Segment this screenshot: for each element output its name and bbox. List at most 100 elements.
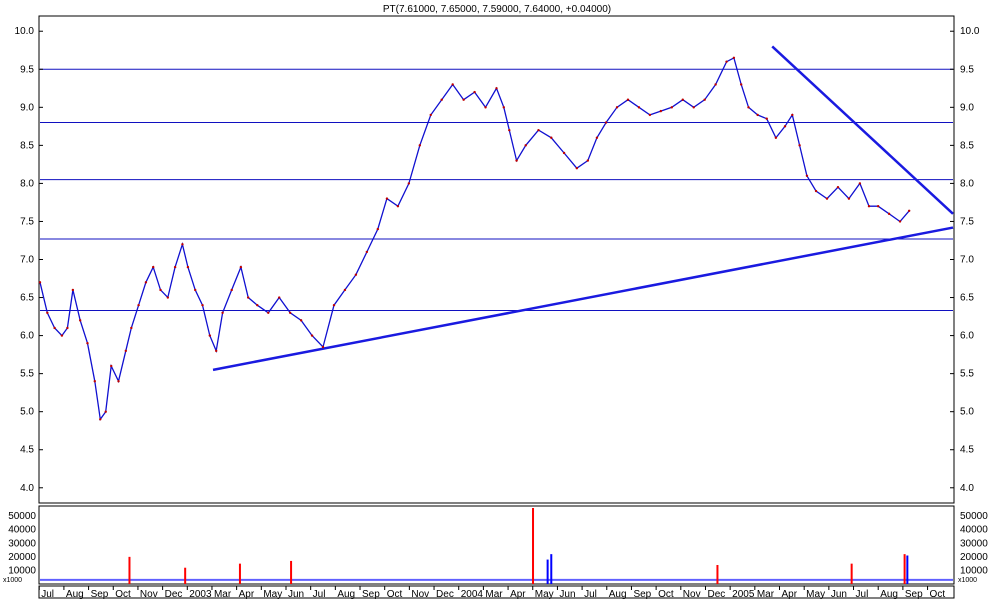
price-point xyxy=(473,90,476,94)
price-point xyxy=(246,296,250,299)
volume-bar xyxy=(850,563,853,584)
price-point xyxy=(144,281,148,284)
price-point xyxy=(739,83,743,86)
volume-axis-right: 10000 20000 30000 40000 50000 xyxy=(960,511,988,576)
price-tick-label-left: 9.0 xyxy=(20,102,34,113)
price-tick-label-left: 5.0 xyxy=(20,407,34,418)
month-label: Apr xyxy=(510,589,526,599)
price-point xyxy=(747,106,750,109)
price-point xyxy=(703,98,706,101)
price-point xyxy=(876,205,880,208)
month-label: Nov xyxy=(411,589,429,599)
volume-tick-label-left: 40000 xyxy=(8,525,36,536)
price-point xyxy=(847,197,851,200)
price-point xyxy=(166,296,170,299)
month-label: Jun xyxy=(559,589,575,599)
volume-multiplier-left: x1000 xyxy=(3,577,22,584)
price-point xyxy=(615,106,619,109)
price-point xyxy=(681,98,684,101)
price-point xyxy=(385,197,389,200)
price-point xyxy=(278,296,281,299)
volume-tick-label-left: 10000 xyxy=(8,565,36,576)
price-point xyxy=(173,265,177,269)
price-tick-label-right: 6.5 xyxy=(960,293,974,304)
price-point xyxy=(814,189,818,193)
price-point xyxy=(396,205,400,208)
chart-title: PT(7.61000, 7.65000, 7.59000, 7.64000, +… xyxy=(383,4,611,15)
price-point xyxy=(321,345,325,349)
resistance-trendline xyxy=(771,45,954,215)
month-label: Mar xyxy=(757,589,775,599)
price-point xyxy=(201,303,204,307)
price-point xyxy=(595,136,599,139)
price-point xyxy=(858,182,862,185)
price-point xyxy=(267,311,270,314)
price-point xyxy=(38,281,42,284)
volume-bar xyxy=(550,554,553,584)
price-point xyxy=(354,273,358,276)
month-label: Dec xyxy=(436,589,454,599)
x-axis-month-labels: Jul Aug Sep Oct Nov Dec 2003 Mar Apr May Jun Jul Aug… xyxy=(38,586,945,599)
price-axis-right: 4.0 4.5 5.0 5.5 6.0 6.5 7.0 7.5 8.0 8.5 9.0 9.5 10.0 xyxy=(950,26,980,494)
price-point xyxy=(508,128,511,132)
month-label: Dec xyxy=(707,589,725,599)
month-label: Apr xyxy=(239,589,255,599)
month-label: Nov xyxy=(140,589,158,599)
volume-bar xyxy=(903,554,906,584)
price-point xyxy=(898,220,902,223)
price-point xyxy=(670,106,673,109)
month-label: Oct xyxy=(387,589,403,599)
price-point xyxy=(104,410,107,413)
month-label: Dec xyxy=(165,589,183,599)
price-tick-label-right: 4.0 xyxy=(960,483,974,494)
price-tick-label-left: 10.0 xyxy=(15,26,35,37)
price-tick-label-right: 8.0 xyxy=(960,178,974,189)
price-point xyxy=(376,227,380,231)
month-label: Jul xyxy=(41,589,54,599)
price-axis-left: 4.0 4.5 5.0 5.5 6.0 6.5 7.0 7.5 8.0 8.5 9.0 9.5 10.0 xyxy=(15,26,43,494)
price-point xyxy=(692,106,695,109)
volume-bar xyxy=(716,565,719,584)
price-point xyxy=(66,326,69,330)
price-point xyxy=(825,197,829,200)
volume-tick-label-left: 20000 xyxy=(8,552,36,563)
trendlines xyxy=(212,45,954,372)
price-point xyxy=(117,380,120,383)
volume-tick-label-right: 20000 xyxy=(960,552,988,563)
month-label: 2005 xyxy=(732,589,755,599)
price-point xyxy=(626,98,630,101)
price-tick-label-left: 6.5 xyxy=(20,293,34,304)
price-point xyxy=(604,121,608,124)
price-tick-label-left: 4.0 xyxy=(20,483,34,494)
price-point xyxy=(515,159,518,162)
x-axis-strip xyxy=(38,585,955,599)
price-tick-label-right: 10.0 xyxy=(960,26,980,37)
price-point xyxy=(637,106,641,109)
price-tick-label-left: 4.5 xyxy=(20,445,34,456)
price-point xyxy=(230,288,233,292)
price-point xyxy=(867,205,871,208)
month-label: Apr xyxy=(782,589,798,599)
price-point xyxy=(186,265,190,269)
month-label: Nov xyxy=(683,589,701,599)
price-point xyxy=(765,117,768,120)
price-tick-label-left: 8.0 xyxy=(20,178,34,189)
price-point xyxy=(714,83,717,86)
price-point xyxy=(71,288,75,292)
price-point xyxy=(159,288,162,292)
price-point xyxy=(562,151,566,155)
horizontal-levels xyxy=(40,68,953,311)
month-label: Mar xyxy=(485,589,503,599)
volume-tick-label-right: 10000 xyxy=(960,565,988,576)
price-point xyxy=(725,60,728,63)
price-point xyxy=(310,334,314,337)
price-point xyxy=(152,265,155,269)
price-point xyxy=(221,311,224,314)
month-label: 2003 xyxy=(189,589,212,599)
price-point xyxy=(774,136,778,139)
price-point xyxy=(407,182,411,185)
price-point xyxy=(239,265,243,269)
price-point xyxy=(502,106,506,109)
month-label: Aug xyxy=(609,589,627,599)
price-point xyxy=(575,166,579,170)
